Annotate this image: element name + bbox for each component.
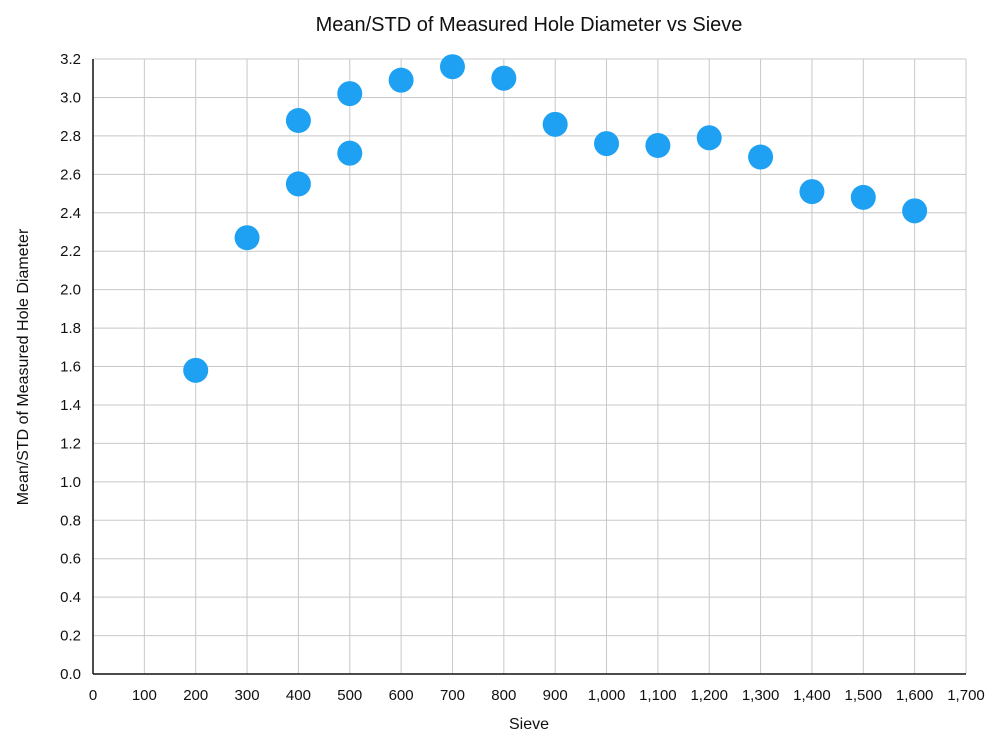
data-point	[594, 131, 620, 157]
data-point	[696, 125, 722, 151]
y-tick-label: 2.2	[60, 243, 81, 260]
y-tick-label: 1.8	[60, 320, 81, 337]
data-point	[850, 184, 876, 210]
data-point	[183, 357, 209, 383]
x-tick-label: 900	[543, 687, 568, 704]
data-point	[337, 81, 363, 107]
y-tick-label: 1.0	[60, 474, 81, 491]
x-tick-label: 200	[183, 687, 208, 704]
x-axis-label: Sieve	[509, 716, 549, 733]
x-tick-label: 400	[286, 687, 311, 704]
y-tick-label: 1.4	[60, 397, 81, 414]
data-point	[337, 140, 363, 166]
x-tick-label: 1,500	[845, 687, 883, 704]
x-tick-label: 1,700	[947, 687, 985, 704]
x-axis-ticks: 0 100 200 300 400 500 600 700 800 900 1,000 1,100 1,…	[89, 687, 985, 704]
x-tick-label: 1,100	[639, 687, 677, 704]
data-point	[234, 225, 260, 251]
x-tick-label: 1,000	[588, 687, 626, 704]
y-tick-label: 1.2	[60, 435, 81, 452]
y-tick-label: 2.0	[60, 282, 81, 299]
x-tick-label: 1,300	[742, 687, 780, 704]
data-point	[388, 67, 414, 93]
data-point	[439, 54, 465, 80]
x-tick-label: 700	[440, 687, 465, 704]
data-point	[491, 65, 517, 91]
data-point	[748, 144, 774, 170]
data-point	[285, 171, 311, 197]
axes	[92, 59, 966, 675]
y-tick-label: 0.0	[60, 666, 81, 683]
data-point	[542, 111, 568, 137]
y-tick-label: 2.8	[60, 128, 81, 145]
gridlines	[93, 58, 967, 674]
y-tick-label: 0.6	[60, 551, 81, 568]
x-tick-label: 1,200	[690, 687, 728, 704]
data-point	[645, 132, 671, 158]
y-tick-label: 3.0	[60, 89, 81, 106]
y-tick-label: 0.8	[60, 512, 81, 529]
x-tick-label: 0	[89, 687, 97, 704]
y-tick-label: 3.2	[60, 51, 81, 68]
x-tick-label: 100	[132, 687, 157, 704]
x-tick-label: 300	[235, 687, 260, 704]
chart-title: Mean/STD of Measured Hole Diameter vs Si…	[316, 14, 743, 36]
data-point	[799, 179, 825, 205]
data-points	[183, 54, 928, 383]
y-tick-label: 1.6	[60, 359, 81, 376]
y-axis-ticks: 0.0 0.2 0.4 0.6 0.8 1.0 1.2 1.4 1.6 1.8 2.0 2.2 2.4 2…	[60, 51, 81, 683]
y-tick-label: 0.4	[60, 589, 81, 606]
data-point	[902, 198, 928, 224]
y-tick-label: 2.6	[60, 166, 81, 183]
y-tick-label: 2.4	[60, 205, 81, 222]
x-tick-label: 800	[491, 687, 516, 704]
x-tick-label: 1,400	[793, 687, 831, 704]
data-point	[285, 108, 311, 133]
y-axis-label: Mean/STD of Measured Hole Diameter	[15, 228, 32, 505]
x-tick-label: 500	[337, 687, 362, 704]
x-tick-label: 1,600	[896, 687, 934, 704]
x-tick-label: 600	[389, 687, 414, 704]
y-tick-label: 0.2	[60, 628, 81, 645]
